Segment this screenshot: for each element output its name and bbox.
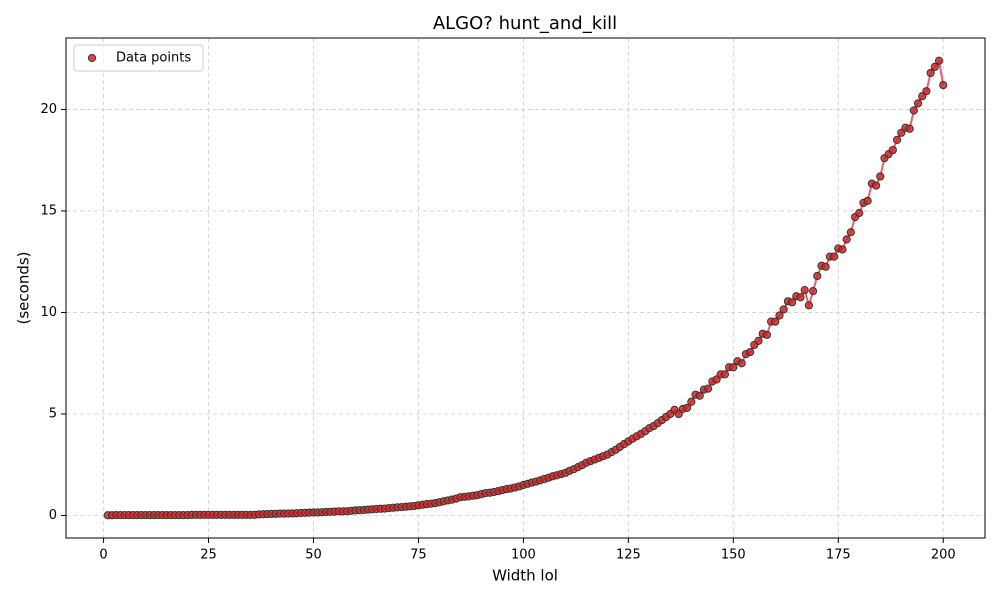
data-point bbox=[934, 56, 944, 65]
legend-marker bbox=[87, 53, 97, 63]
data-point bbox=[779, 305, 788, 314]
data-point bbox=[842, 235, 851, 244]
data-point bbox=[871, 181, 881, 190]
data-point bbox=[804, 301, 813, 310]
data-point bbox=[888, 145, 897, 155]
data-point bbox=[930, 62, 939, 71]
x-tick-label: 50 bbox=[305, 548, 322, 563]
x-tick-label: 25 bbox=[200, 548, 217, 563]
y-tick-label: 15 bbox=[40, 203, 57, 218]
data-point bbox=[754, 336, 763, 345]
data-point bbox=[939, 80, 948, 90]
data-point bbox=[683, 403, 692, 412]
legend-label: Data points bbox=[116, 51, 191, 66]
data-point bbox=[800, 286, 809, 295]
x-tick-label: 0 bbox=[99, 548, 107, 563]
data-point bbox=[704, 384, 713, 393]
chart-title: ALGO? hunt_and_kill bbox=[433, 13, 617, 34]
data-point bbox=[729, 363, 738, 372]
data-point bbox=[905, 124, 914, 133]
data-point bbox=[821, 262, 830, 271]
data-point bbox=[796, 293, 805, 302]
y-tick-label: 20 bbox=[40, 102, 57, 117]
y-tick-label: 5 bbox=[49, 406, 57, 421]
data-point bbox=[855, 208, 864, 218]
x-tick-label: 150 bbox=[721, 548, 746, 563]
x-tick-label: 175 bbox=[826, 548, 851, 563]
x-tick-label: 100 bbox=[511, 548, 536, 563]
data-point bbox=[762, 330, 772, 339]
plot-frame bbox=[65, 37, 986, 539]
x-tick-label: 75 bbox=[410, 548, 427, 563]
data-point bbox=[771, 317, 780, 326]
data-point bbox=[829, 252, 839, 261]
data-point bbox=[913, 99, 923, 108]
data-point bbox=[926, 68, 935, 78]
legend-box bbox=[73, 44, 204, 72]
data-point bbox=[863, 196, 872, 205]
data-point bbox=[838, 245, 847, 254]
y-tick-label: 10 bbox=[40, 305, 57, 320]
x-axis-label: Width lol bbox=[492, 567, 558, 585]
data-point bbox=[846, 228, 855, 237]
data-point bbox=[695, 391, 704, 400]
data-point bbox=[720, 370, 730, 379]
data-point bbox=[876, 172, 885, 181]
data-point bbox=[813, 271, 822, 281]
y-axis-label: (seconds) bbox=[15, 251, 33, 324]
data-point bbox=[787, 298, 797, 307]
data-point bbox=[737, 359, 746, 368]
x-tick-label: 125 bbox=[616, 548, 641, 563]
data-point bbox=[687, 397, 696, 406]
data-point bbox=[922, 87, 931, 96]
data-point bbox=[909, 106, 918, 115]
x-tick-label: 200 bbox=[931, 548, 956, 563]
y-tick-label: 0 bbox=[49, 508, 57, 523]
data-point bbox=[892, 135, 902, 145]
data-point bbox=[775, 311, 784, 320]
data-point bbox=[808, 287, 818, 296]
data-point bbox=[746, 347, 755, 357]
